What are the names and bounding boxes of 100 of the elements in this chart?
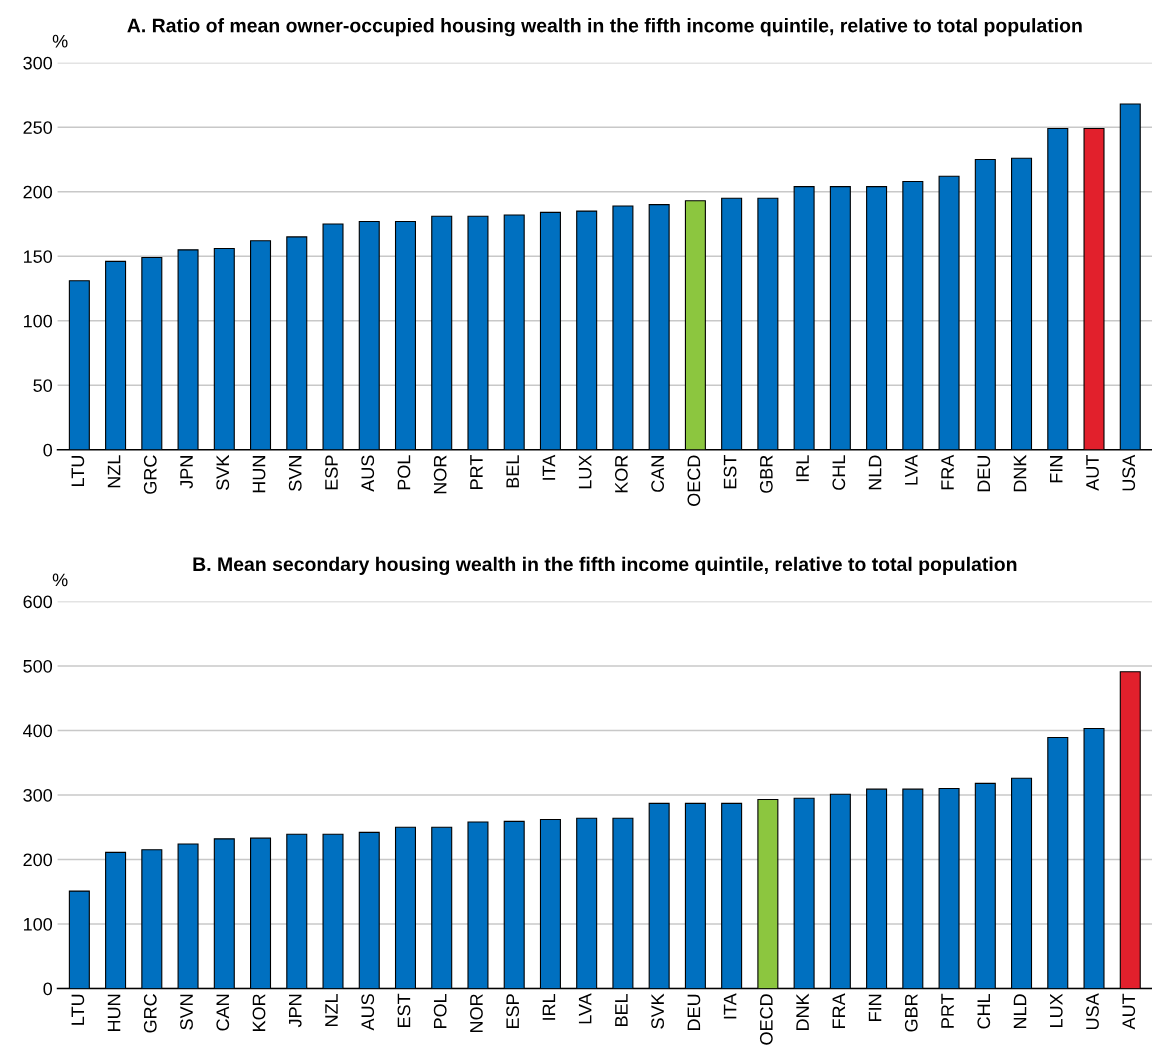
x-tick-label: SVN xyxy=(180,994,193,1030)
x-tick-label: SVK xyxy=(216,454,230,490)
y-tick-label: 150 xyxy=(23,250,53,263)
x-tick-label: NZL xyxy=(325,993,338,1026)
x-tick-label: FIN xyxy=(868,994,882,1021)
x-tick-label: OECD xyxy=(687,455,701,506)
x-tick-label: AUT xyxy=(1122,993,1136,1030)
x-tick-label: ITA xyxy=(723,993,737,1019)
x-tick-label: JPN xyxy=(289,994,302,1028)
x-tick-label: CAN xyxy=(216,994,230,1031)
y-tick-label: 400 xyxy=(23,724,53,738)
x-tick-label: NLD xyxy=(868,455,882,490)
x-tick-label: IRL xyxy=(542,993,556,1020)
y-tick-label: 200 xyxy=(23,853,53,867)
bar xyxy=(721,802,743,989)
y-axis-title: % xyxy=(52,34,68,48)
y-tick-label: 50 xyxy=(33,379,53,392)
x-tick-label: GBR xyxy=(904,994,918,1032)
chart-title: B. Mean secondary housing wealth in the fifth income quintile, relative to total population xyxy=(193,556,1017,576)
bar xyxy=(902,788,924,989)
bar xyxy=(684,802,706,989)
bar xyxy=(938,787,960,989)
y-tick-label: 300 xyxy=(23,788,53,802)
x-tick-label: FRA xyxy=(832,993,846,1028)
x-tick-label: AUT xyxy=(1086,455,1099,491)
x-tick-label: SVK xyxy=(651,993,664,1029)
x-tick-label: FIN xyxy=(1050,456,1063,483)
x-tick-label: BEL xyxy=(506,455,519,488)
x-tick-label: DEU xyxy=(977,456,991,492)
bar xyxy=(286,833,308,989)
x-tick-label: HUN xyxy=(107,994,121,1031)
x-tick-label: LTU xyxy=(71,994,85,1025)
y-tick-label: 200 xyxy=(23,185,53,199)
x-tick-label: PRT xyxy=(941,993,954,1028)
bar xyxy=(431,826,453,989)
bar xyxy=(974,782,996,989)
bar xyxy=(1083,727,1105,989)
x-tick-label: EST xyxy=(397,993,411,1027)
bar xyxy=(1047,736,1069,989)
x-tick-label: LTU xyxy=(71,456,85,486)
x-tick-label: OECD xyxy=(759,994,773,1045)
x-tick-label: GRC xyxy=(143,455,157,494)
x-tick-label: DNK xyxy=(1013,454,1027,492)
y-tick-label: 600 xyxy=(23,595,53,609)
y-tick-label: 0 xyxy=(43,982,53,996)
x-tick-label: LUX xyxy=(578,455,592,489)
x-tick-label: POL xyxy=(433,993,447,1028)
x-tick-label: CHL xyxy=(977,993,991,1029)
bar xyxy=(141,849,163,989)
bar xyxy=(1011,777,1033,989)
bar xyxy=(105,851,127,989)
bar xyxy=(1119,671,1141,989)
bar xyxy=(829,793,851,989)
x-tick-label: NOR xyxy=(470,994,483,1032)
bar xyxy=(612,817,634,989)
x-tick-label: ESP xyxy=(506,994,520,1028)
bar xyxy=(757,798,779,989)
x-tick-label: GBR xyxy=(759,455,773,493)
bar xyxy=(68,890,90,989)
x-tick-label: LUX xyxy=(1050,993,1063,1027)
y-tick-label: 250 xyxy=(23,121,53,134)
x-tick-label: CAN xyxy=(651,456,664,492)
bar xyxy=(358,831,380,989)
bar xyxy=(503,820,525,989)
y-tick-label: 0 xyxy=(43,443,53,457)
y-tick-label: 100 xyxy=(23,917,53,931)
chart-title: A. Ratio of mean owner-occupied housing wealth in the fifth income quintile, relative to total population xyxy=(127,18,1082,37)
x-tick-label: CHL xyxy=(832,455,846,490)
x-tick-label: NZL xyxy=(107,455,121,488)
x-tick-label: GRC xyxy=(143,994,157,1033)
y-tick-label: 500 xyxy=(23,659,53,673)
x-tick-label: IRL xyxy=(796,455,809,482)
bar xyxy=(866,788,888,989)
x-tick-label: FRA xyxy=(941,454,954,490)
bar xyxy=(322,833,344,989)
bar xyxy=(539,818,561,989)
x-tick-label: LVA xyxy=(905,454,918,485)
x-tick-label: POL xyxy=(397,455,411,490)
bar xyxy=(177,843,199,989)
x-tick-label: SVN xyxy=(288,456,302,491)
bar xyxy=(467,821,489,989)
x-tick-label: KOR xyxy=(252,994,266,1031)
x-tick-label: JPN xyxy=(180,456,193,489)
bar xyxy=(394,826,417,989)
x-tick-label: AUS xyxy=(361,994,375,1031)
bar xyxy=(793,797,815,989)
x-tick-label: AUS xyxy=(361,455,375,492)
x-tick-label: NOR xyxy=(433,455,447,494)
x-tick-label: BEL xyxy=(615,993,628,1026)
x-tick-label: HUN xyxy=(252,456,266,493)
x-tick-label: DEU xyxy=(687,994,701,1030)
x-tick-label: USA xyxy=(1122,454,1136,491)
bar xyxy=(213,838,235,989)
x-tick-label: PRT xyxy=(470,455,483,489)
x-tick-label: ESP xyxy=(325,455,338,490)
y-tick-label: 300 xyxy=(23,56,53,70)
x-tick-label: ITA xyxy=(542,454,556,480)
x-tick-label: NLD xyxy=(1013,994,1027,1028)
bar xyxy=(576,817,598,989)
y-tick-label: 100 xyxy=(23,314,53,328)
